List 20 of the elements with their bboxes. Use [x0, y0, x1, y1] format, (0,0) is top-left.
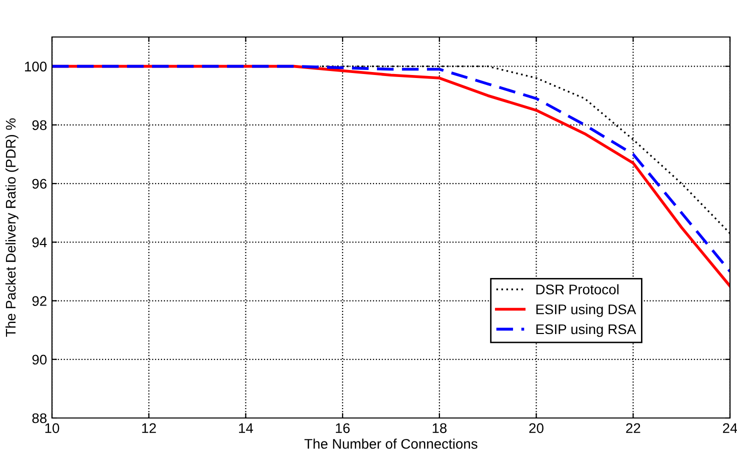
- x-tick-label: 16: [336, 423, 350, 434]
- y-tick-label: 88: [32, 413, 47, 424]
- legend-label: ESIP using DSA: [536, 304, 636, 318]
- legend-label: DSR Protocol: [536, 284, 618, 294]
- y-tick-label: 96: [32, 178, 47, 189]
- x-tick-label: 18: [432, 423, 447, 434]
- x-axis-title: The Number of Connections: [304, 438, 478, 449]
- x-tick-label: 24: [722, 423, 737, 433]
- y-tick-label: 100: [25, 62, 47, 72]
- y-tick-label: 92: [32, 296, 46, 306]
- y-tick-label: 94: [32, 237, 47, 248]
- x-tick-label: 14: [239, 423, 254, 433]
- x-tick-label: 22: [626, 423, 640, 433]
- x-tick-label: 20: [529, 423, 544, 434]
- x-tick-label: 10: [45, 423, 60, 434]
- legend-label: ESIP using RSA: [536, 324, 636, 337]
- y-axis-title: The Packet Delivery Ratio (PDR) %: [5, 118, 18, 337]
- y-tick-label: 98: [32, 120, 47, 130]
- x-tick-label: 12: [142, 423, 156, 433]
- y-tick-label: 90: [32, 354, 47, 365]
